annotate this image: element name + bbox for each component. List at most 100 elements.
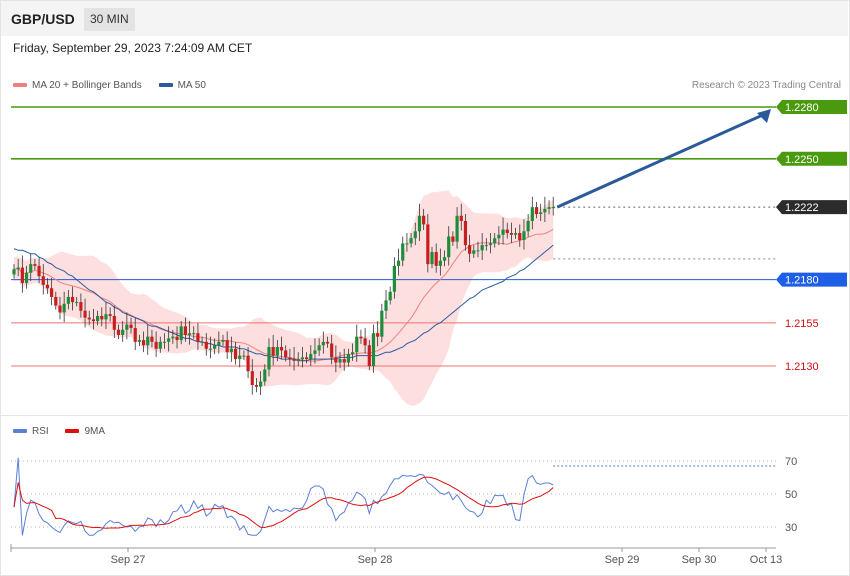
candle: [422, 208, 426, 230]
candle: [292, 347, 296, 371]
candle: [33, 258, 37, 270]
candle: [455, 207, 459, 249]
candle-body: [350, 352, 355, 354]
candle-body: [70, 296, 75, 303]
candle-body: [522, 231, 526, 240]
candle-body: [371, 333, 376, 366]
chart-datetime: Friday, September 29, 2023 7:24:09 AM CE…: [13, 41, 253, 55]
candle: [75, 296, 79, 307]
candle-body: [493, 238, 497, 244]
candle-body: [317, 345, 321, 351]
price-legend: MA 20 + Bollinger Bands MA 50: [13, 80, 220, 91]
candle-body: [514, 233, 518, 235]
candle-body: [480, 245, 484, 251]
candle: [238, 345, 242, 368]
candle: [233, 341, 238, 365]
candle: [380, 303, 384, 343]
candle-body: [271, 347, 275, 356]
candle-body: [547, 207, 551, 209]
candle: [279, 336, 284, 359]
candle: [346, 348, 350, 367]
candle: [62, 291, 66, 323]
candle-body: [526, 220, 530, 232]
candle: [58, 296, 62, 320]
candle: [543, 196, 547, 222]
candle-body: [338, 359, 342, 363]
candle: [221, 334, 225, 346]
candle-body: [29, 264, 33, 273]
candle: [213, 338, 217, 355]
candle: [70, 286, 75, 311]
legend-item-rsi: RSI: [13, 426, 49, 437]
candle-body: [388, 291, 392, 301]
candle-body: [183, 326, 187, 335]
candle-body: [133, 328, 137, 342]
candle-body: [58, 305, 62, 313]
candle-body: [87, 317, 91, 320]
candle-body: [16, 267, 20, 270]
timeframe-button[interactable]: 30 MIN: [84, 8, 135, 31]
candle: [150, 329, 154, 348]
candle-body: [213, 345, 217, 349]
candle: [204, 333, 208, 356]
candle-body: [96, 315, 100, 322]
ma50-line: [13, 244, 554, 362]
candle-body: [150, 336, 154, 342]
candle: [401, 236, 405, 267]
candle: [505, 222, 509, 239]
candle-body: [451, 236, 455, 242]
candle-body: [380, 310, 384, 337]
level-label-1.2222: 1.2222: [785, 202, 819, 214]
research-credit: Research © 2023 Trading Central: [691, 80, 841, 91]
candle: [384, 290, 388, 320]
candle: [334, 345, 338, 373]
candle-body: [167, 338, 171, 342]
candle: [242, 350, 246, 360]
candle: [530, 196, 534, 230]
candle: [309, 345, 313, 366]
candle-body: [284, 350, 288, 358]
candle: [20, 255, 24, 293]
candle: [493, 233, 497, 248]
candle: [192, 326, 196, 339]
level-tag-1.2180: [776, 272, 847, 287]
candle-body: [279, 347, 284, 351]
candle: [288, 348, 292, 366]
candle-body: [434, 252, 438, 266]
candle: [96, 310, 100, 326]
candle-body: [41, 276, 45, 285]
candle-body: [305, 357, 309, 360]
candle: [442, 250, 447, 267]
candle-body: [20, 267, 24, 284]
candle-body: [321, 341, 325, 346]
candle: [518, 224, 522, 247]
candle-body: [200, 341, 204, 343]
candle: [413, 222, 417, 246]
candle: [175, 326, 179, 349]
candle: [141, 331, 146, 353]
candle: [488, 233, 493, 254]
candle-body: [422, 215, 426, 225]
candle-body: [438, 260, 442, 266]
candle: [313, 338, 317, 364]
rsi-level-label-70: 70: [785, 456, 797, 468]
candle-body: [50, 288, 54, 297]
candle-body: [233, 348, 238, 360]
candle-body: [162, 341, 167, 343]
candle: [162, 333, 167, 349]
candle: [267, 338, 271, 377]
candle: [217, 331, 221, 354]
rsi-9ma-line: [13, 476, 554, 529]
candle-body: [405, 243, 409, 245]
candle-body: [484, 245, 488, 247]
candle-body: [447, 236, 451, 258]
candle: [551, 196, 555, 216]
candle: [317, 338, 321, 356]
candle: [468, 234, 472, 263]
candle: [376, 321, 380, 347]
candle-body: [442, 257, 447, 261]
candle: [29, 253, 33, 282]
candle-body: [154, 341, 158, 349]
candle-body: [296, 359, 300, 361]
candle-body: [62, 303, 66, 313]
